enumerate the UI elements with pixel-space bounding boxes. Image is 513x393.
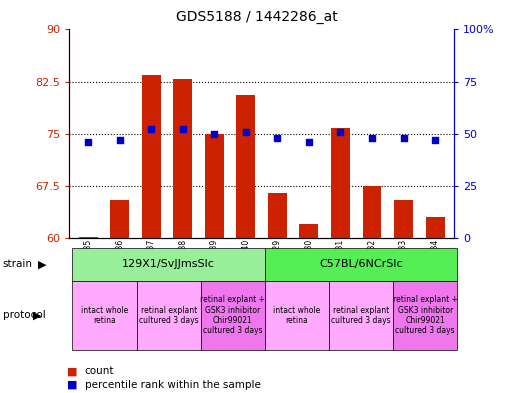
Text: strain: strain (3, 259, 32, 269)
Bar (331, 128, 350, 238)
Point (400, 135, 408, 141)
Text: 129X1/SvJJmsSlc: 129X1/SvJJmsSlc (122, 259, 215, 269)
Text: ▶: ▶ (38, 259, 47, 269)
Bar (110, 200, 129, 238)
Bar (300, 224, 319, 238)
Point (368, 135, 376, 141)
Bar (205, 134, 224, 238)
Text: GDS5188 / 1442286_at: GDS5188 / 1442286_at (175, 10, 338, 24)
Point (242, 129, 250, 135)
Text: retinal explant +
GSK3 inhibitor
Chir99021
cultured 3 days: retinal explant + GSK3 inhibitor Chir990… (392, 295, 458, 336)
Point (337, 129, 345, 135)
Bar (268, 193, 287, 238)
Text: protocol: protocol (3, 310, 45, 320)
Text: retinal explant
cultured 3 days: retinal explant cultured 3 days (139, 306, 199, 325)
Bar (394, 200, 413, 238)
Text: percentile rank within the sample: percentile rank within the sample (85, 380, 261, 390)
Text: ■: ■ (67, 366, 77, 376)
Text: retinal explant +
GSK3 inhibitor
Chir99021
cultured 3 days: retinal explant + GSK3 inhibitor Chir990… (200, 295, 265, 336)
Bar (78, 237, 97, 238)
Point (84, 139, 92, 145)
Text: count: count (85, 366, 114, 376)
Bar (142, 75, 161, 238)
Point (305, 139, 313, 145)
Text: intact whole
retina: intact whole retina (81, 306, 128, 325)
Bar (363, 185, 382, 238)
Point (431, 137, 439, 143)
Text: ■: ■ (67, 380, 77, 390)
Point (210, 130, 219, 137)
Point (115, 137, 124, 143)
Bar (426, 217, 445, 238)
Text: retinal explant
cultured 3 days: retinal explant cultured 3 days (331, 306, 391, 325)
Bar (236, 95, 255, 238)
Point (179, 126, 187, 132)
Bar (173, 79, 192, 238)
Text: intact whole
retina: intact whole retina (273, 306, 321, 325)
Point (273, 135, 282, 141)
Point (147, 126, 155, 132)
Text: ▶: ▶ (33, 310, 41, 320)
Text: C57BL/6NCrSlc: C57BL/6NCrSlc (319, 259, 403, 269)
